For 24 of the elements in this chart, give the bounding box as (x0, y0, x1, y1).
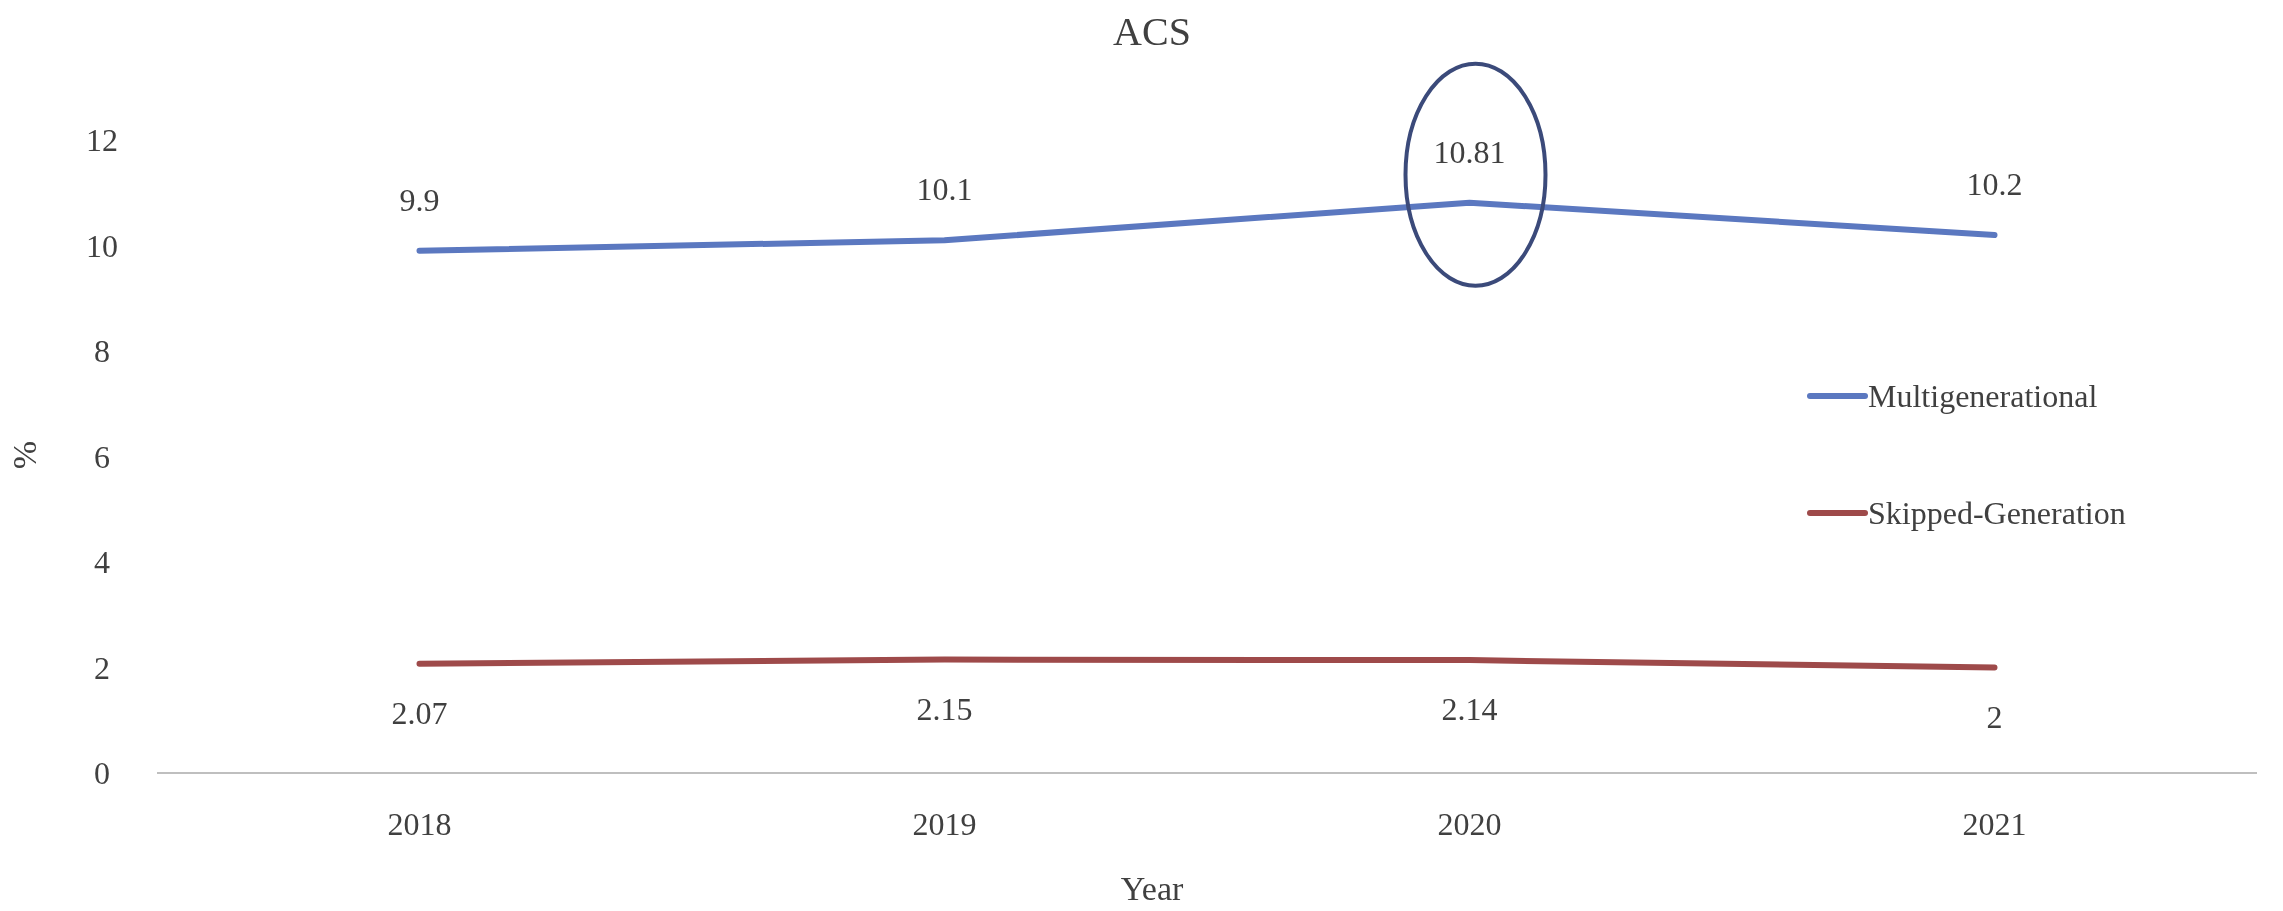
y-tick-label: 4 (94, 544, 110, 580)
y-tick-label: 0 (94, 755, 110, 791)
data-label: 9.9 (399, 181, 440, 218)
y-tick-label: 8 (94, 333, 110, 369)
y-axis-title: % (6, 440, 43, 470)
x-tick-label: 2018 (387, 806, 452, 842)
x-tick-label: 2019 (912, 806, 977, 842)
data-label: 2.07 (391, 694, 448, 731)
data-label: 10.81 (1433, 133, 1506, 170)
y-tick-label: 12 (86, 122, 118, 158)
legend-label: Multigenerational (1868, 378, 2098, 414)
y-tick-label: 10 (86, 227, 118, 264)
data-label: 2 (1986, 698, 2003, 735)
x-tick-label: 2021 (1962, 806, 2027, 842)
data-label: 10.1 (916, 171, 973, 208)
chart-title: ACS (1113, 9, 1191, 54)
data-label: 10.2 (1966, 165, 2023, 202)
legend-label: Skipped-Generation (1868, 495, 2126, 531)
x-axis-title: Year (1120, 870, 1184, 907)
data-label: 2.15 (916, 690, 973, 727)
y-tick-label: 2 (94, 649, 110, 686)
data-label: 2.14 (1441, 691, 1498, 728)
y-tick-label: 6 (94, 438, 110, 475)
x-tick-label: 2020 (1437, 806, 1502, 842)
